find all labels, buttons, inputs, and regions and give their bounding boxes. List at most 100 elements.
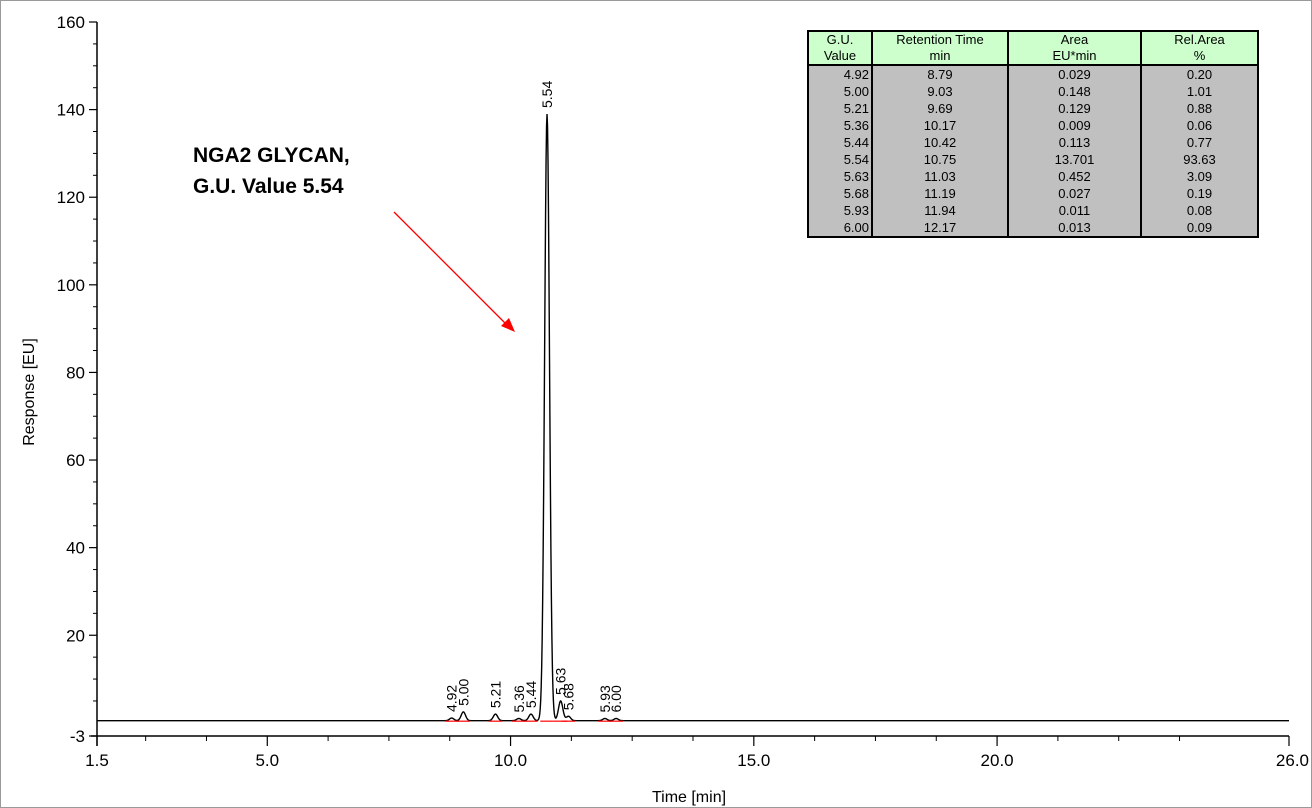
header-line-1: Rel.Area <box>1174 32 1225 47</box>
trace-group <box>97 113 1289 722</box>
table-cell: 10.17 <box>871 117 1009 134</box>
header-line-1: Retention Time <box>896 32 984 47</box>
table-cell: 11.03 <box>871 168 1009 185</box>
table-cell: 0.029 <box>1007 65 1142 83</box>
x-tick-label: 1.5 <box>85 751 109 770</box>
peak-table-header: G.U. Value Retention Time min Area EU*min Rel.… <box>807 31 1259 66</box>
tick-labels: -3 20 40 60 80 100 120 140 160 1.5 5.0 10.0 15.0 20.0… <box>57 13 1309 770</box>
table-cell: 9.69 <box>871 100 1009 117</box>
table-row: 5.93 11.94 0.011 0.08 <box>807 202 1259 219</box>
table-cell: 10.75 <box>871 151 1009 168</box>
table-cell: 0.06 <box>1140 117 1259 134</box>
table-row: 5.00 9.03 0.148 1.01 <box>807 83 1259 100</box>
header-line-2: Value <box>823 48 857 63</box>
y-tick-label: 60 <box>66 451 85 470</box>
table-cell: 8.79 <box>871 65 1009 83</box>
peak-label: 5.36 <box>511 685 527 712</box>
table-cell: 11.19 <box>871 185 1009 202</box>
peak-table-body: 4.92 8.79 0.029 0.20 5.00 9.03 0.148 1.01 5.21 9.… <box>807 65 1259 237</box>
table-header-cell: G.U. Value <box>807 31 873 66</box>
y-tick-label: 40 <box>66 539 85 558</box>
table-cell: 0.08 <box>1140 202 1259 219</box>
header-line-2: % <box>1193 48 1206 63</box>
table-cell: 5.36 <box>807 117 873 134</box>
table-cell: 5.63 <box>807 168 873 185</box>
peak-label: 6.00 <box>608 685 624 712</box>
table-row: 5.54 10.75 13.701 93.63 <box>807 151 1259 168</box>
annotation: NGA2 GLYCAN, G.U. Value 5.54 <box>193 144 515 332</box>
table-header-cell: Retention Time min <box>871 31 1009 66</box>
y-tick-label: 20 <box>66 626 85 645</box>
peak-label: 5.21 <box>487 681 503 708</box>
table-cell: 0.013 <box>1007 219 1142 237</box>
table-cell: 0.20 <box>1140 65 1259 83</box>
table-cell: 13.701 <box>1007 151 1142 168</box>
table-cell: 5.21 <box>807 100 873 117</box>
table-row: 5.21 9.69 0.129 0.88 <box>807 100 1259 117</box>
x-tick-label: 20.0 <box>981 751 1014 770</box>
table-cell: 0.027 <box>1007 185 1142 202</box>
table-cell: 0.113 <box>1007 134 1142 151</box>
annotation-arrow-head <box>501 318 515 332</box>
table-cell: 93.63 <box>1140 151 1259 168</box>
table-cell: 0.148 <box>1007 83 1142 100</box>
table-cell: 0.09 <box>1140 219 1259 237</box>
chromatogram-trace <box>97 113 1289 722</box>
y-tick-label: 160 <box>57 13 85 32</box>
peak-label: 5.68 <box>560 683 576 710</box>
table-cell: 10.42 <box>871 134 1009 151</box>
table-header-cell: Area EU*min <box>1007 31 1142 66</box>
table-row: 5.68 11.19 0.027 0.19 <box>807 185 1259 202</box>
header-line-2: EU*min <box>1052 48 1097 63</box>
x-axis-title: Time [min] <box>652 789 726 806</box>
table-row: 5.44 10.42 0.113 0.77 <box>807 134 1259 151</box>
table-cell: 5.44 <box>807 134 873 151</box>
header-line-1: Area <box>1060 32 1089 47</box>
x-tick-label: 5.0 <box>255 751 279 770</box>
table-cell: 0.011 <box>1007 202 1142 219</box>
tick-marks <box>89 21 1290 746</box>
peak-table: G.U. Value Retention Time min Area EU*min Rel.… <box>807 30 1259 238</box>
table-cell: 0.19 <box>1140 185 1259 202</box>
x-tick-label: 26.0 <box>1276 751 1309 770</box>
table-header-cell: Rel.Area% <box>1140 31 1259 66</box>
peak-label: 5.63 <box>553 667 569 694</box>
table-cell: 4.92 <box>807 65 873 83</box>
peak-label: 5.00 <box>455 678 471 705</box>
peak-labels: 4.925.00 5.21 5.365.44 5.54 5.635.68 5.936.00 <box>444 81 624 713</box>
peak-label: 5.93 <box>597 685 613 712</box>
y-tick-label: 80 <box>66 363 85 382</box>
table-cell: 5.00 <box>807 83 873 100</box>
table-cell: 1.01 <box>1140 83 1259 100</box>
table-row: 6.00 12.17 0.013 0.09 <box>807 219 1259 237</box>
table-cell: 0.452 <box>1007 168 1142 185</box>
y-tick-label: 140 <box>57 101 85 120</box>
annotation-arrow <box>393 211 507 325</box>
header-line-2: min <box>929 48 951 63</box>
table-header-row: G.U. Value Retention Time min Area EU*min Rel.… <box>807 31 1259 66</box>
x-tick-label: 15.0 <box>737 751 770 770</box>
peak-label: 5.54 <box>539 81 555 108</box>
table-cell: 0.77 <box>1140 134 1259 151</box>
y-tick-label: 120 <box>57 188 85 207</box>
table-cell: 5.93 <box>807 202 873 219</box>
table-row: 4.92 8.79 0.029 0.20 <box>807 65 1259 83</box>
table-cell: 11.94 <box>871 202 1009 219</box>
table-cell: 5.54 <box>807 151 873 168</box>
table-row: 5.63 11.03 0.452 3.09 <box>807 168 1259 185</box>
x-tick-label: 10.0 <box>494 751 527 770</box>
y-axis-title: Response [EU] <box>21 338 38 446</box>
table-cell: 5.68 <box>807 185 873 202</box>
y-tick-label: 100 <box>57 276 85 295</box>
axes <box>91 22 1289 746</box>
table-cell: 12.17 <box>871 219 1009 237</box>
table-cell: 0.88 <box>1140 100 1259 117</box>
peak-label: 4.92 <box>444 685 460 712</box>
table-cell: 9.03 <box>871 83 1009 100</box>
table-cell: 3.09 <box>1140 168 1259 185</box>
annotation-line-2: G.U. Value 5.54 <box>193 175 344 198</box>
table-cell: 0.009 <box>1007 117 1142 134</box>
table-row: 5.36 10.17 0.009 0.06 <box>807 117 1259 134</box>
table-cell: 0.129 <box>1007 100 1142 117</box>
